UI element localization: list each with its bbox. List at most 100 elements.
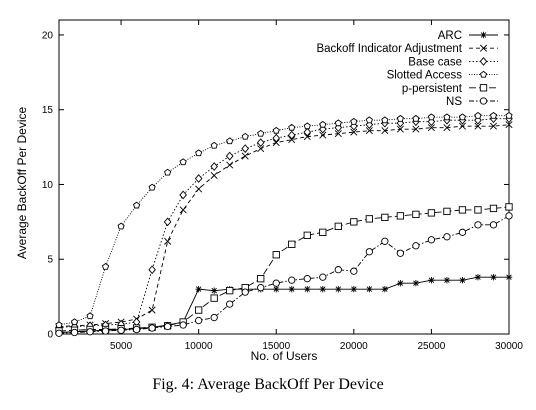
data-point-arc [474, 273, 482, 281]
legend-label: Base case [408, 56, 462, 68]
data-point-slotted-access [55, 321, 63, 329]
data-point-arc [273, 285, 280, 293]
data-point-p-persistent [195, 306, 203, 314]
plot-frame [58, 19, 510, 335]
series-line-backoff-indicator-adjustment [58, 124, 510, 327]
data-point-slotted-access [350, 117, 358, 125]
axes: 5000 10000 15000 20000 25000 30000 0 5 10 15 20 [42, 19, 523, 352]
data-point-backoff-indicator-adjustment [443, 124, 451, 132]
data-point-arc [350, 285, 358, 293]
data-point-ns [381, 237, 389, 245]
data-point-ns [288, 276, 296, 284]
legend-entry-slotted-access: Slotted Access [387, 70, 498, 82]
series-ns [55, 212, 513, 337]
series-line-p-persistent [58, 206, 510, 332]
data-point-slotted-access [257, 129, 265, 137]
data-point-slotted-access [427, 113, 435, 121]
data-point-arc [304, 285, 311, 293]
data-point-slotted-access [319, 120, 327, 128]
legend-entry-backoff-indicator-adjustment: Backoff Indicator Adjustment [316, 43, 498, 55]
data-point-slotted-access [396, 114, 404, 122]
data-point-base-case [148, 265, 156, 275]
series-p-persistent [55, 203, 513, 335]
data-point-arc [195, 285, 202, 293]
series-line-ns [58, 215, 510, 334]
data-point-base-case [241, 144, 250, 153]
data-point-p-persistent [350, 218, 358, 226]
x-axis-label: No. of Users [251, 349, 318, 363]
data-point-backoff-indicator-adjustment [164, 237, 172, 245]
x-tick-label: 15000 [262, 341, 290, 352]
data-point-backoff-indicator-adjustment [505, 121, 513, 129]
data-point-slotted-access [303, 122, 311, 130]
data-point-backoff-indicator-adjustment [319, 131, 327, 139]
data-point-ns [132, 325, 141, 334]
data-point-p-persistent [226, 286, 234, 295]
data-point-slotted-access [226, 137, 234, 145]
series-line-slotted-access [58, 115, 509, 326]
legend-marker [480, 31, 487, 39]
data-point-p-persistent [443, 207, 451, 216]
data-point-base-case [194, 174, 203, 183]
y-tick-label: 15 [42, 105, 54, 116]
data-point-ns [257, 283, 265, 292]
data-point-ns [117, 326, 125, 334]
legend-label: p-persistent [402, 83, 463, 95]
data-point-arc [288, 285, 295, 293]
data-point-backoff-indicator-adjustment [427, 124, 435, 132]
data-point-backoff-indicator-adjustment [210, 171, 218, 180]
data-point-arc [505, 273, 513, 281]
data-point-backoff-indicator-adjustment [396, 125, 404, 133]
data-point-arc [459, 276, 466, 284]
data-point-arc [366, 285, 373, 293]
data-point-ns [334, 266, 342, 274]
data-point-base-case [318, 124, 327, 134]
data-point-backoff-indicator-adjustment [257, 145, 265, 153]
data-point-slotted-access [412, 114, 420, 122]
data-point-base-case [256, 138, 265, 147]
data-point-ns [489, 221, 498, 229]
data-point-ns [412, 242, 420, 250]
data-point-p-persistent [210, 294, 218, 302]
data-point-arc [428, 276, 435, 284]
data-point-backoff-indicator-adjustment [272, 139, 280, 147]
legend-entry-p-persistent: p-persistent [402, 83, 498, 95]
legend-label: Backoff Indicator Adjustment [316, 43, 462, 55]
data-point-backoff-indicator-adjustment [195, 185, 203, 193]
data-point-slotted-access [117, 222, 125, 230]
data-point-ns [365, 248, 373, 256]
y-tick-label: 20 [42, 30, 54, 41]
data-point-ns [86, 328, 94, 336]
data-point-ns [55, 329, 63, 337]
data-point-slotted-access [164, 168, 172, 176]
series-line-base-case [58, 118, 509, 328]
data-point-slotted-access [458, 113, 467, 121]
legend-marker [479, 44, 488, 52]
data-point-slotted-access [195, 149, 203, 157]
data-point-ns [163, 322, 172, 331]
data-point-p-persistent [257, 275, 265, 283]
data-point-slotted-access [86, 312, 94, 320]
data-point-backoff-indicator-adjustment [458, 122, 466, 130]
data-point-p-persistent [334, 222, 342, 230]
backoff-chart: 5000 10000 15000 20000 25000 30000 0 5 10 15 20 AR… [15, 19, 523, 363]
legend-label: NS [446, 96, 462, 108]
data-point-p-persistent [365, 215, 373, 223]
data-point-ns [396, 249, 405, 257]
data-point-arc [335, 285, 342, 293]
data-point-backoff-indicator-adjustment [412, 125, 420, 133]
legend-entry-ns: NS [446, 96, 498, 108]
data-point-base-case [225, 151, 234, 161]
data-point-ns [272, 279, 280, 287]
data-point-ns [350, 267, 358, 275]
data-point-arc [397, 279, 404, 287]
data-point-base-case [287, 130, 296, 140]
data-point-backoff-indicator-adjustment [334, 130, 342, 138]
figure-caption: Fig. 4: Average BackOff Per Device [152, 376, 384, 393]
data-point-slotted-access [288, 123, 296, 131]
data-point-ns [443, 233, 451, 241]
legend-entry-arc: ARC [438, 30, 498, 42]
data-point-slotted-access [505, 111, 513, 119]
legend-marker [479, 57, 488, 66]
